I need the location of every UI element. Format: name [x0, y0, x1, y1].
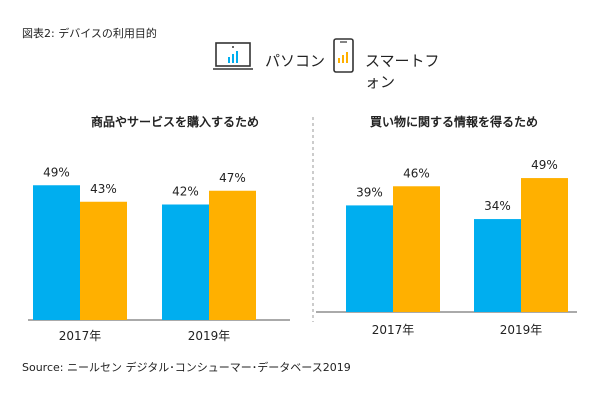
chart-title: 商品やサービスを購入するため	[91, 114, 259, 129]
bar-pc	[474, 219, 521, 312]
data-label-smartphone: 43%	[90, 182, 117, 196]
legend-label-smartphone: スマートフォン	[365, 52, 440, 91]
data-label-smartphone: 47%	[219, 171, 246, 185]
data-label-smartphone: 49%	[531, 158, 558, 172]
bar-pc	[33, 185, 80, 320]
bar-smartphone	[80, 201, 127, 320]
x-tick-label: 2017年	[59, 329, 102, 343]
figure-title: 図表2: デバイスの利用目的	[22, 27, 157, 40]
x-tick-label: 2019年	[188, 329, 231, 343]
chart-title: 買い物に関する情報を得るため	[370, 114, 538, 129]
bar-smartphone	[209, 190, 256, 320]
legend-label-pc: パソコン	[265, 52, 326, 70]
data-label-smartphone: 46%	[403, 166, 430, 180]
legend-icons	[213, 38, 354, 73]
data-label-pc: 49%	[43, 165, 70, 179]
laptop-icon	[213, 42, 253, 70]
data-label-pc: 42%	[172, 185, 199, 199]
bar-pc	[162, 204, 209, 320]
legend: パソコン スマートフォン	[213, 38, 453, 91]
x-tick-label: 2019年	[500, 323, 543, 337]
bar-smartphone	[521, 178, 568, 312]
bar-smartphone	[393, 186, 440, 312]
bar-pc	[346, 205, 393, 312]
x-tick-label: 2017年	[372, 323, 415, 337]
data-label-pc: 39%	[356, 185, 383, 199]
data-label-pc: 34%	[484, 199, 511, 213]
smartphone-icon	[333, 38, 354, 73]
source-note: Source: ニールセン デジタル･コンシューマー･データベース2019	[22, 361, 351, 374]
